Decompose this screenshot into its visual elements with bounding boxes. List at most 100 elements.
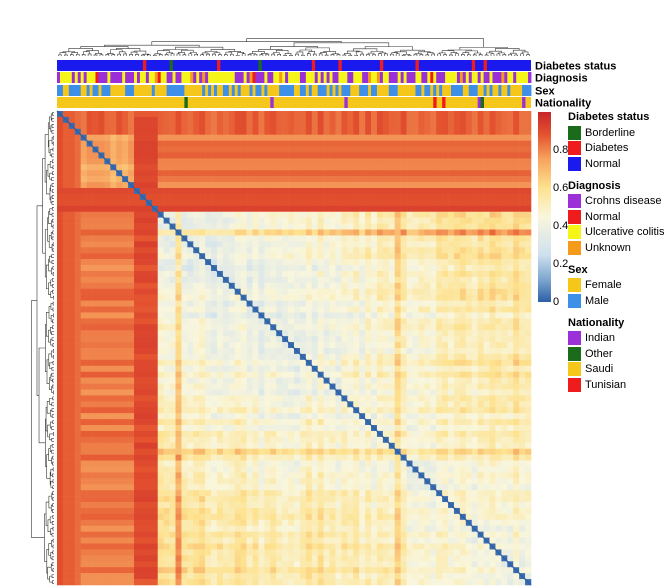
annotation-cell xyxy=(57,85,61,96)
heatmap-cell xyxy=(211,312,218,319)
heatmap-cell xyxy=(501,288,508,295)
heatmap-cell xyxy=(62,170,70,177)
heatmap-cell xyxy=(151,419,159,426)
annotation-cell xyxy=(240,85,245,96)
heatmap-cell xyxy=(288,401,295,408)
heatmap-cell xyxy=(62,241,70,248)
heatmap-cell xyxy=(341,282,348,290)
heatmap-cell xyxy=(240,377,247,384)
heatmap-cell xyxy=(311,383,318,390)
heatmap-cell xyxy=(394,176,401,183)
heatmap-cell xyxy=(471,365,478,372)
heatmap-cell xyxy=(353,306,360,313)
annotation-cell xyxy=(107,72,111,83)
heatmap-cell xyxy=(145,318,153,325)
heatmap-cell xyxy=(394,158,401,165)
heatmap-cell xyxy=(477,348,484,355)
heatmap-cell xyxy=(347,193,354,201)
heatmap-cell xyxy=(270,217,277,224)
heatmap-cell xyxy=(305,176,313,183)
heatmap-cell xyxy=(258,300,265,307)
heatmap-cell xyxy=(175,116,182,124)
heatmap-cell xyxy=(365,176,372,183)
heatmap-cell xyxy=(134,111,141,118)
heatmap-cell xyxy=(525,300,532,307)
heatmap-cell xyxy=(495,353,502,361)
heatmap-cell xyxy=(376,336,384,343)
heatmap-cell xyxy=(465,407,473,414)
heatmap-cell xyxy=(294,425,301,432)
heatmap-cell xyxy=(459,330,467,337)
annotation-cell xyxy=(258,72,262,83)
heatmap-cell xyxy=(329,259,336,266)
heatmap-cell xyxy=(264,377,271,384)
heatmap-cell xyxy=(288,176,295,183)
heatmap-cell xyxy=(335,217,342,224)
heatmap-cell xyxy=(74,312,81,319)
heatmap-cell xyxy=(157,270,164,278)
heatmap-cell xyxy=(376,116,384,124)
heatmap-cell xyxy=(74,229,81,236)
heatmap-cell xyxy=(264,324,271,331)
heatmap-cell xyxy=(365,247,372,254)
annotation-cell xyxy=(397,85,402,96)
heatmap-cell xyxy=(430,306,437,313)
heatmap-cell xyxy=(145,330,153,337)
heatmap-cell xyxy=(448,395,455,402)
heatmap-cell xyxy=(448,401,455,408)
heatmap-cell xyxy=(134,282,141,290)
heatmap-cell xyxy=(317,229,324,236)
heatmap-cell xyxy=(335,282,342,290)
heatmap-cell xyxy=(157,265,164,272)
heatmap-cell xyxy=(205,365,212,372)
heatmap-cell xyxy=(299,217,307,224)
heatmap-cell xyxy=(436,116,443,124)
heatmap-cell xyxy=(62,259,70,266)
heatmap-cell xyxy=(98,205,105,213)
annotation-cell xyxy=(151,72,156,83)
heatmap-cell xyxy=(157,377,164,384)
heatmap-cell xyxy=(353,229,360,236)
dendrogram-branch xyxy=(52,491,54,495)
heatmap-cell xyxy=(80,348,87,355)
heatmap-cell xyxy=(86,359,93,367)
heatmap-cell xyxy=(299,235,307,242)
heatmap-cell xyxy=(74,401,81,408)
heatmap-cell xyxy=(513,140,520,147)
heatmap-cell xyxy=(122,223,129,230)
heatmap-cell xyxy=(193,122,200,130)
heatmap-cell xyxy=(525,276,532,284)
heatmap-cell xyxy=(507,300,514,307)
heatmap-cell xyxy=(323,383,330,390)
heatmap-cell xyxy=(246,377,253,384)
annotation-cell xyxy=(299,72,304,83)
heatmap-cell xyxy=(430,253,437,260)
heatmap-cell xyxy=(471,176,478,183)
heatmap-cell xyxy=(98,241,105,248)
annotation-cell xyxy=(468,85,473,96)
heatmap-cell xyxy=(513,294,520,301)
heatmap-cell xyxy=(317,241,324,248)
heatmap-cell xyxy=(430,128,437,135)
heatmap-cell xyxy=(299,229,307,236)
dendrogram-branch xyxy=(105,54,110,56)
dendrogram-branch xyxy=(38,347,46,444)
heatmap-cell xyxy=(412,312,419,319)
heatmap-cell xyxy=(122,342,129,349)
heatmap-cell xyxy=(400,176,407,183)
annotation-cell xyxy=(456,85,461,96)
heatmap-cell xyxy=(418,253,425,260)
heatmap-cell xyxy=(519,365,526,372)
heatmap-cell xyxy=(388,116,396,124)
heatmap-cell xyxy=(68,265,76,272)
heatmap-cell xyxy=(92,152,99,159)
heatmap-cell xyxy=(299,270,307,278)
heatmap-cell xyxy=(477,122,484,130)
heatmap-cell xyxy=(246,116,253,124)
dendrogram-branch xyxy=(170,53,175,56)
heatmap-cell xyxy=(205,419,212,426)
dendrogram-branch xyxy=(347,50,360,54)
dendrogram-branch xyxy=(472,54,477,56)
heatmap-cell xyxy=(335,229,342,236)
heatmap-cell xyxy=(205,241,212,248)
